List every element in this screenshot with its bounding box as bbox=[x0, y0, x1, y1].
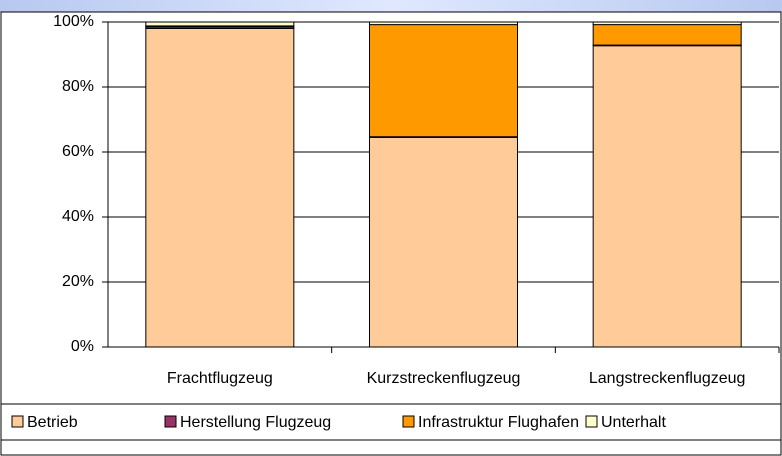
header-band bbox=[0, 0, 782, 12]
bar-segment bbox=[592, 24, 742, 46]
x-tick-label: Kurzstreckenflugzeug bbox=[367, 370, 521, 387]
legend-swatch bbox=[402, 415, 415, 428]
y-tick-label: 60% bbox=[62, 143, 94, 160]
legend-label: Herstellung Flugzeug bbox=[180, 414, 331, 431]
bar-segment bbox=[369, 136, 518, 348]
bar-segment bbox=[592, 21, 742, 26]
x-tick-label: Langstreckenflugzeug bbox=[589, 370, 746, 387]
y-tick-label: 0% bbox=[71, 338, 94, 355]
bar-segment bbox=[145, 21, 295, 27]
legend-swatch bbox=[11, 415, 24, 428]
y-tick-label: 20% bbox=[62, 273, 94, 290]
bar-segment bbox=[369, 21, 518, 26]
legend-swatch bbox=[585, 415, 598, 428]
bar-segment bbox=[592, 45, 742, 348]
legend-label: Betrieb bbox=[27, 414, 78, 431]
y-tick-label: 80% bbox=[62, 78, 94, 95]
bar-segment bbox=[145, 28, 295, 348]
legend-label: Infrastruktur Flughafen bbox=[418, 414, 579, 431]
x-tick-label: Frachtflugzeug bbox=[167, 370, 273, 387]
legend-swatch bbox=[164, 415, 177, 428]
bar-segment bbox=[369, 24, 518, 138]
y-tick-label: 100% bbox=[53, 13, 94, 30]
y-tick-label: 40% bbox=[62, 208, 94, 225]
legend-label: Unterhalt bbox=[601, 414, 666, 431]
